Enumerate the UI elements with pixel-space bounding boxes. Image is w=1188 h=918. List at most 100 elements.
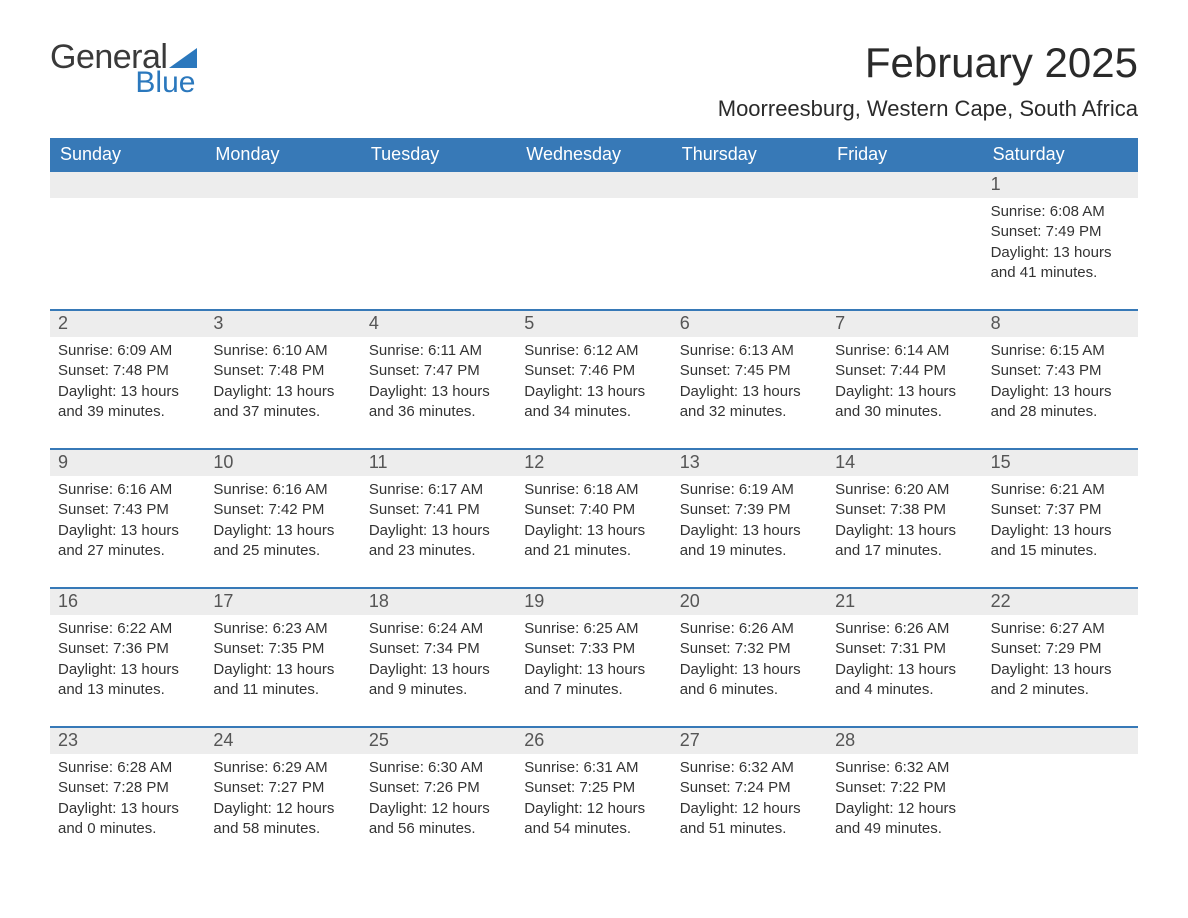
calendar-day: 28Sunrise: 6:32 AMSunset: 7:22 PMDayligh…: [827, 728, 982, 865]
day-number: 21: [827, 589, 982, 615]
calendar-day: 22Sunrise: 6:27 AMSunset: 7:29 PMDayligh…: [983, 589, 1138, 726]
dow-cell: Monday: [205, 138, 360, 172]
sunset-line: Sunset: 7:41 PM: [369, 500, 508, 520]
daylight-line: Daylight: 13 hours and 30 minutes.: [835, 382, 974, 423]
daylight-line: Daylight: 13 hours and 0 minutes.: [58, 799, 197, 840]
day-number: [672, 172, 827, 198]
calendar-week: 1Sunrise: 6:08 AMSunset: 7:49 PMDaylight…: [50, 172, 1138, 309]
sunrise-line: Sunrise: 6:32 AM: [680, 758, 819, 778]
calendar-week: 23Sunrise: 6:28 AMSunset: 7:28 PMDayligh…: [50, 726, 1138, 865]
calendar-day: 14Sunrise: 6:20 AMSunset: 7:38 PMDayligh…: [827, 450, 982, 587]
calendar-week: 16Sunrise: 6:22 AMSunset: 7:36 PMDayligh…: [50, 587, 1138, 726]
day-details: Sunrise: 6:25 AMSunset: 7:33 PMDaylight:…: [516, 615, 671, 700]
calendar-day-empty: [516, 172, 671, 309]
calendar-day-empty: [672, 172, 827, 309]
day-number: [827, 172, 982, 198]
calendar-day: 26Sunrise: 6:31 AMSunset: 7:25 PMDayligh…: [516, 728, 671, 865]
sunrise-line: Sunrise: 6:27 AM: [991, 619, 1130, 639]
calendar-day: 10Sunrise: 6:16 AMSunset: 7:42 PMDayligh…: [205, 450, 360, 587]
sunrise-line: Sunrise: 6:20 AM: [835, 480, 974, 500]
day-details: Sunrise: 6:20 AMSunset: 7:38 PMDaylight:…: [827, 476, 982, 561]
calendar-day: 15Sunrise: 6:21 AMSunset: 7:37 PMDayligh…: [983, 450, 1138, 587]
sunrise-line: Sunrise: 6:26 AM: [835, 619, 974, 639]
day-details: Sunrise: 6:17 AMSunset: 7:41 PMDaylight:…: [361, 476, 516, 561]
day-details: Sunrise: 6:28 AMSunset: 7:28 PMDaylight:…: [50, 754, 205, 839]
sunrise-line: Sunrise: 6:14 AM: [835, 341, 974, 361]
daylight-line: Daylight: 13 hours and 37 minutes.: [213, 382, 352, 423]
daylight-line: Daylight: 13 hours and 23 minutes.: [369, 521, 508, 562]
sunset-line: Sunset: 7:43 PM: [58, 500, 197, 520]
daylight-line: Daylight: 13 hours and 32 minutes.: [680, 382, 819, 423]
day-number: 25: [361, 728, 516, 754]
day-details: Sunrise: 6:21 AMSunset: 7:37 PMDaylight:…: [983, 476, 1138, 561]
daylight-line: Daylight: 13 hours and 34 minutes.: [524, 382, 663, 423]
calendar-day: 5Sunrise: 6:12 AMSunset: 7:46 PMDaylight…: [516, 311, 671, 448]
day-details: Sunrise: 6:26 AMSunset: 7:31 PMDaylight:…: [827, 615, 982, 700]
calendar-body: 1Sunrise: 6:08 AMSunset: 7:49 PMDaylight…: [50, 172, 1138, 865]
sunrise-line: Sunrise: 6:22 AM: [58, 619, 197, 639]
day-number: 28: [827, 728, 982, 754]
daylight-line: Daylight: 13 hours and 28 minutes.: [991, 382, 1130, 423]
day-number: 4: [361, 311, 516, 337]
calendar-day: 24Sunrise: 6:29 AMSunset: 7:27 PMDayligh…: [205, 728, 360, 865]
day-details: Sunrise: 6:15 AMSunset: 7:43 PMDaylight:…: [983, 337, 1138, 422]
sunset-line: Sunset: 7:31 PM: [835, 639, 974, 659]
day-number: 16: [50, 589, 205, 615]
day-number: 22: [983, 589, 1138, 615]
sunrise-line: Sunrise: 6:24 AM: [369, 619, 508, 639]
calendar-day: 18Sunrise: 6:24 AMSunset: 7:34 PMDayligh…: [361, 589, 516, 726]
daylight-line: Daylight: 13 hours and 17 minutes.: [835, 521, 974, 562]
day-number: 1: [983, 172, 1138, 198]
daylight-line: Daylight: 13 hours and 7 minutes.: [524, 660, 663, 701]
sunrise-line: Sunrise: 6:13 AM: [680, 341, 819, 361]
day-details: Sunrise: 6:22 AMSunset: 7:36 PMDaylight:…: [50, 615, 205, 700]
day-number: 2: [50, 311, 205, 337]
day-number: 23: [50, 728, 205, 754]
daylight-line: Daylight: 13 hours and 6 minutes.: [680, 660, 819, 701]
calendar-week: 9Sunrise: 6:16 AMSunset: 7:43 PMDaylight…: [50, 448, 1138, 587]
sunrise-line: Sunrise: 6:11 AM: [369, 341, 508, 361]
sunset-line: Sunset: 7:37 PM: [991, 500, 1130, 520]
month-title: February 2025: [718, 40, 1138, 86]
day-details: Sunrise: 6:09 AMSunset: 7:48 PMDaylight:…: [50, 337, 205, 422]
sunrise-line: Sunrise: 6:25 AM: [524, 619, 663, 639]
day-number: [516, 172, 671, 198]
daylight-line: Daylight: 13 hours and 36 minutes.: [369, 382, 508, 423]
day-number: 19: [516, 589, 671, 615]
day-number: 8: [983, 311, 1138, 337]
daylight-line: Daylight: 12 hours and 49 minutes.: [835, 799, 974, 840]
brand-word-2: Blue: [135, 68, 195, 98]
calendar-day: 4Sunrise: 6:11 AMSunset: 7:47 PMDaylight…: [361, 311, 516, 448]
sunrise-line: Sunrise: 6:21 AM: [991, 480, 1130, 500]
day-number: [205, 172, 360, 198]
calendar-day: 19Sunrise: 6:25 AMSunset: 7:33 PMDayligh…: [516, 589, 671, 726]
calendar-day: 2Sunrise: 6:09 AMSunset: 7:48 PMDaylight…: [50, 311, 205, 448]
day-number: 3: [205, 311, 360, 337]
daylight-line: Daylight: 13 hours and 19 minutes.: [680, 521, 819, 562]
sunset-line: Sunset: 7:44 PM: [835, 361, 974, 381]
sunset-line: Sunset: 7:25 PM: [524, 778, 663, 798]
dow-cell: Tuesday: [361, 138, 516, 172]
sunrise-line: Sunrise: 6:30 AM: [369, 758, 508, 778]
daylight-line: Daylight: 13 hours and 13 minutes.: [58, 660, 197, 701]
day-number: 20: [672, 589, 827, 615]
sunrise-line: Sunrise: 6:17 AM: [369, 480, 508, 500]
calendar-day: 16Sunrise: 6:22 AMSunset: 7:36 PMDayligh…: [50, 589, 205, 726]
day-details: Sunrise: 6:14 AMSunset: 7:44 PMDaylight:…: [827, 337, 982, 422]
sunrise-line: Sunrise: 6:29 AM: [213, 758, 352, 778]
title-block: February 2025 Moorreesburg, Western Cape…: [718, 40, 1138, 122]
day-details: Sunrise: 6:12 AMSunset: 7:46 PMDaylight:…: [516, 337, 671, 422]
daylight-line: Daylight: 13 hours and 4 minutes.: [835, 660, 974, 701]
sunset-line: Sunset: 7:39 PM: [680, 500, 819, 520]
day-number: 5: [516, 311, 671, 337]
calendar-day: 13Sunrise: 6:19 AMSunset: 7:39 PMDayligh…: [672, 450, 827, 587]
daylight-line: Daylight: 13 hours and 11 minutes.: [213, 660, 352, 701]
dow-cell: Wednesday: [516, 138, 671, 172]
day-details: Sunrise: 6:11 AMSunset: 7:47 PMDaylight:…: [361, 337, 516, 422]
day-number: 26: [516, 728, 671, 754]
day-details: Sunrise: 6:13 AMSunset: 7:45 PMDaylight:…: [672, 337, 827, 422]
calendar-day: 21Sunrise: 6:26 AMSunset: 7:31 PMDayligh…: [827, 589, 982, 726]
day-details: Sunrise: 6:16 AMSunset: 7:43 PMDaylight:…: [50, 476, 205, 561]
daylight-line: Daylight: 13 hours and 9 minutes.: [369, 660, 508, 701]
daylight-line: Daylight: 13 hours and 15 minutes.: [991, 521, 1130, 562]
